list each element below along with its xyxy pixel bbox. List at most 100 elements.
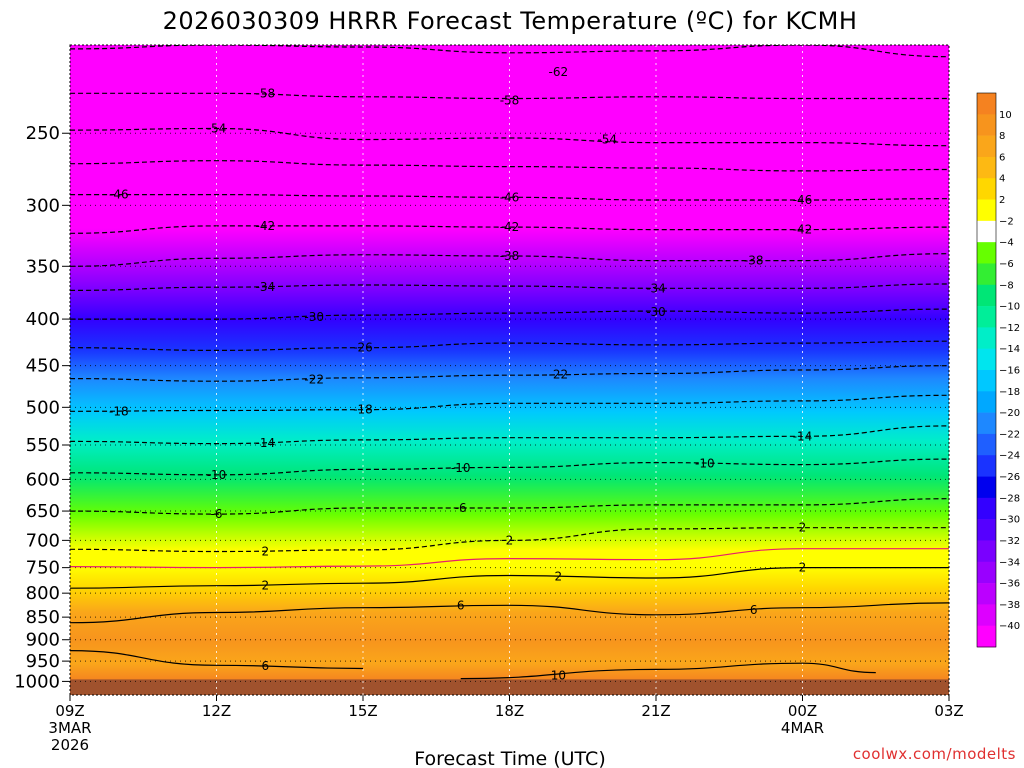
date-label: 3MAR (48, 719, 91, 737)
color-swatch (977, 561, 996, 584)
color-swatch (977, 348, 996, 371)
isotherm-label: -14 (793, 429, 813, 443)
isotherm-line (70, 308, 949, 320)
color-swatch (977, 93, 996, 115)
pressure-axis: 2503003504004505005506006507007508008509… (14, 123, 70, 692)
color-swatch (977, 327, 996, 349)
isotherm-line (70, 425, 949, 445)
isotherm-label: -34 (256, 280, 276, 294)
isotherm-label: -42 (256, 219, 276, 233)
color-swatch (977, 540, 996, 563)
isotherm-label: 10 (551, 668, 566, 682)
isotherm-label: 2 (262, 579, 270, 593)
color-swatch (977, 306, 996, 328)
isotherm-label: -46 (109, 188, 129, 202)
isotherm-label: -30 (646, 305, 666, 319)
isotherm-line (460, 662, 876, 680)
isotherm-label: -62 (549, 65, 569, 79)
color-swatch (977, 391, 996, 413)
isotherm-line (70, 458, 949, 476)
isotherm-label: 2 (506, 533, 514, 547)
pressure-tick-label: 400 (26, 309, 60, 330)
color-legend-label: −8 (999, 280, 1014, 291)
pressure-tick-label: 600 (26, 469, 60, 490)
color-swatch (977, 412, 996, 435)
time-tick-label: 09Z (55, 702, 84, 720)
isotherm-label: -6 (455, 501, 467, 515)
pressure-tick-label: 650 (26, 501, 60, 522)
isotherm-line (70, 225, 949, 234)
color-legend-label: 10 (999, 110, 1012, 121)
color-swatch (977, 284, 996, 307)
color-swatch (977, 135, 996, 158)
color-legend-label: −16 (999, 366, 1020, 377)
isotherm-line (70, 548, 949, 569)
color-swatch (977, 263, 996, 286)
color-legend-label: −38 (999, 600, 1020, 611)
isotherm-label: -54 (597, 133, 617, 147)
color-legend-label: −14 (999, 344, 1020, 355)
time-tick-label: 18Z (495, 702, 524, 720)
isotherm-label: 2 (799, 521, 807, 535)
date-label: 4MAR (781, 719, 824, 737)
isotherm-label: 6 (262, 659, 270, 673)
isotherm-label: -34 (646, 281, 666, 295)
isotherm-label: -30 (304, 310, 324, 324)
color-swatch (977, 199, 996, 222)
isotherm-label: 2 (262, 545, 270, 559)
isotherm-label: 2 (555, 570, 563, 584)
isotherm-label: -38 (744, 254, 764, 268)
pressure-tick-label: 850 (26, 607, 60, 628)
color-legend-label: −26 (999, 472, 1020, 483)
color-swatch (977, 519, 996, 541)
color-swatch (977, 455, 996, 477)
color-legend-label: −2 (999, 216, 1014, 227)
isotherm-label: -22 (549, 367, 569, 381)
isotherm-label: -58 (500, 93, 520, 107)
color-legend-label: −36 (999, 579, 1020, 590)
color-swatch (977, 220, 996, 243)
color-swatch (977, 242, 996, 264)
isotherm-label: -38 (500, 249, 520, 263)
color-swatch (977, 370, 996, 392)
pressure-tick-label: 800 (26, 583, 60, 604)
color-legend-label: −22 (999, 429, 1020, 440)
time-tick-label: 15Z (348, 702, 377, 720)
color-legend-label: −24 (999, 451, 1020, 462)
color-legend-label: −32 (999, 536, 1020, 547)
isotherm-line (70, 253, 949, 267)
color-legend-label: −6 (999, 259, 1014, 270)
year-label: 2026 (51, 736, 89, 754)
isotherm-label: -42 (500, 220, 520, 234)
time-tick-label: 03Z (934, 702, 963, 720)
color-legend-frame (976, 92, 997, 648)
credit-link[interactable]: coolwx.com/modelts (853, 745, 1016, 763)
pressure-tick-label: 1000 (14, 671, 60, 692)
isotherm-label: -14 (256, 436, 276, 450)
isotherm-label: 6 (457, 598, 465, 612)
isotherm-label: -54 (207, 121, 227, 135)
isotherm-label: -22 (304, 372, 324, 386)
isotherm-line (70, 283, 949, 291)
pressure-tick-label: 700 (26, 530, 60, 551)
isotherm-line (70, 498, 949, 515)
color-legend: 10 8 6 4 2 −2 −4 −6 −8 −10 −12 −14 −16 −18 −20 −22 −24 −2… (976, 92, 1020, 648)
pressure-tick-label: 350 (26, 256, 60, 277)
isotherm-label: -6 (211, 507, 223, 521)
color-swatch (977, 114, 996, 136)
pressure-tick-label: 750 (26, 558, 60, 579)
pressure-tick-label: 450 (26, 356, 60, 377)
isotherm-line (70, 193, 949, 201)
isotherm-line (70, 602, 949, 624)
pressure-tick-label: 950 (26, 651, 60, 672)
pressure-tick-label: 250 (26, 123, 60, 144)
color-swatch (977, 497, 996, 520)
color-swatch (977, 604, 996, 626)
isotherm-line (70, 650, 364, 670)
color-legend-label: −12 (999, 323, 1020, 334)
color-legend-label: −4 (999, 238, 1014, 249)
color-legend-label: −18 (999, 387, 1020, 398)
time-tick-label: 12Z (202, 702, 231, 720)
